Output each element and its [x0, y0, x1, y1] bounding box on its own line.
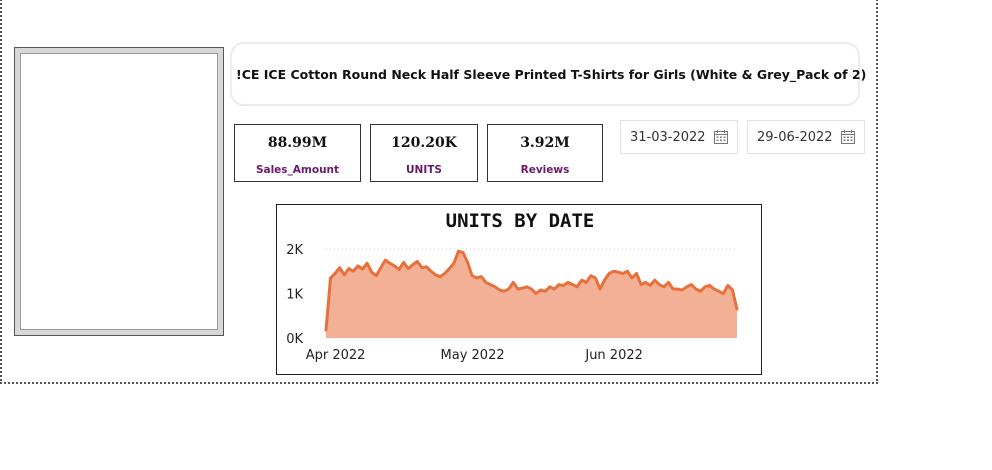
x-tick-label: May 2022 — [441, 348, 505, 363]
x-tick-label: Apr 2022 — [306, 348, 366, 363]
units-line — [324, 249, 739, 332]
end-date-value: 29-06-2022 — [757, 130, 833, 145]
report-canvas — [0, 0, 878, 384]
y-tick-label: 0K — [286, 332, 303, 347]
start-date-value: 31-03-2022 — [630, 130, 706, 145]
y-tick-label: 1K — [286, 288, 303, 303]
kpi-card-reviews: 3.92M Reviews — [487, 124, 603, 182]
units-chart-svg: UNITS BY DATE 2K 1K 0K Apr 2022 May 2022 Jun… — [286, 210, 739, 363]
product-title: !CE ICE Cotton Round Neck Half Sleeve Pr… — [236, 66, 867, 82]
product-title-card: !CE ICE Cotton Round Neck Half Sleeve Pr… — [230, 42, 866, 106]
x-tick-label: Jun 2022 — [584, 348, 643, 363]
units-by-date-chart: UNITS BY DATE 2K 1K 0K Apr 2022 May 2022 Jun… — [276, 204, 762, 375]
kpi-label-units: UNITS — [406, 164, 442, 176]
start-date-picker[interactable]: 31-03-2022 — [620, 120, 738, 154]
kpi-label-sales-amount: Sales_Amount — [255, 164, 340, 176]
units-area — [326, 251, 737, 338]
kpi-value-reviews: 3.92M — [520, 135, 570, 151]
kpi-card-units: 120.20K UNITS — [370, 124, 478, 182]
product-image-placeholder — [20, 53, 218, 330]
x-axis-ticks: Apr 2022 May 2022 Jun 2022 — [306, 348, 643, 363]
kpi-card-sales-amount: 88.99M Sales_Amount — [234, 124, 361, 182]
chart-title: UNITS BY DATE — [446, 210, 595, 232]
kpi-label-reviews: Reviews — [520, 164, 570, 176]
product-image-frame — [14, 47, 224, 336]
y-axis-ticks: 2K 1K 0K — [286, 243, 303, 347]
calendar-icon[interactable] — [840, 129, 856, 145]
kpi-value-units: 120.20K — [391, 135, 457, 151]
y-tick-label: 2K — [286, 243, 303, 258]
calendar-icon[interactable] — [713, 129, 729, 145]
end-date-picker[interactable]: 29-06-2022 — [747, 120, 865, 154]
kpi-value-sales-amount: 88.99M — [267, 135, 328, 151]
